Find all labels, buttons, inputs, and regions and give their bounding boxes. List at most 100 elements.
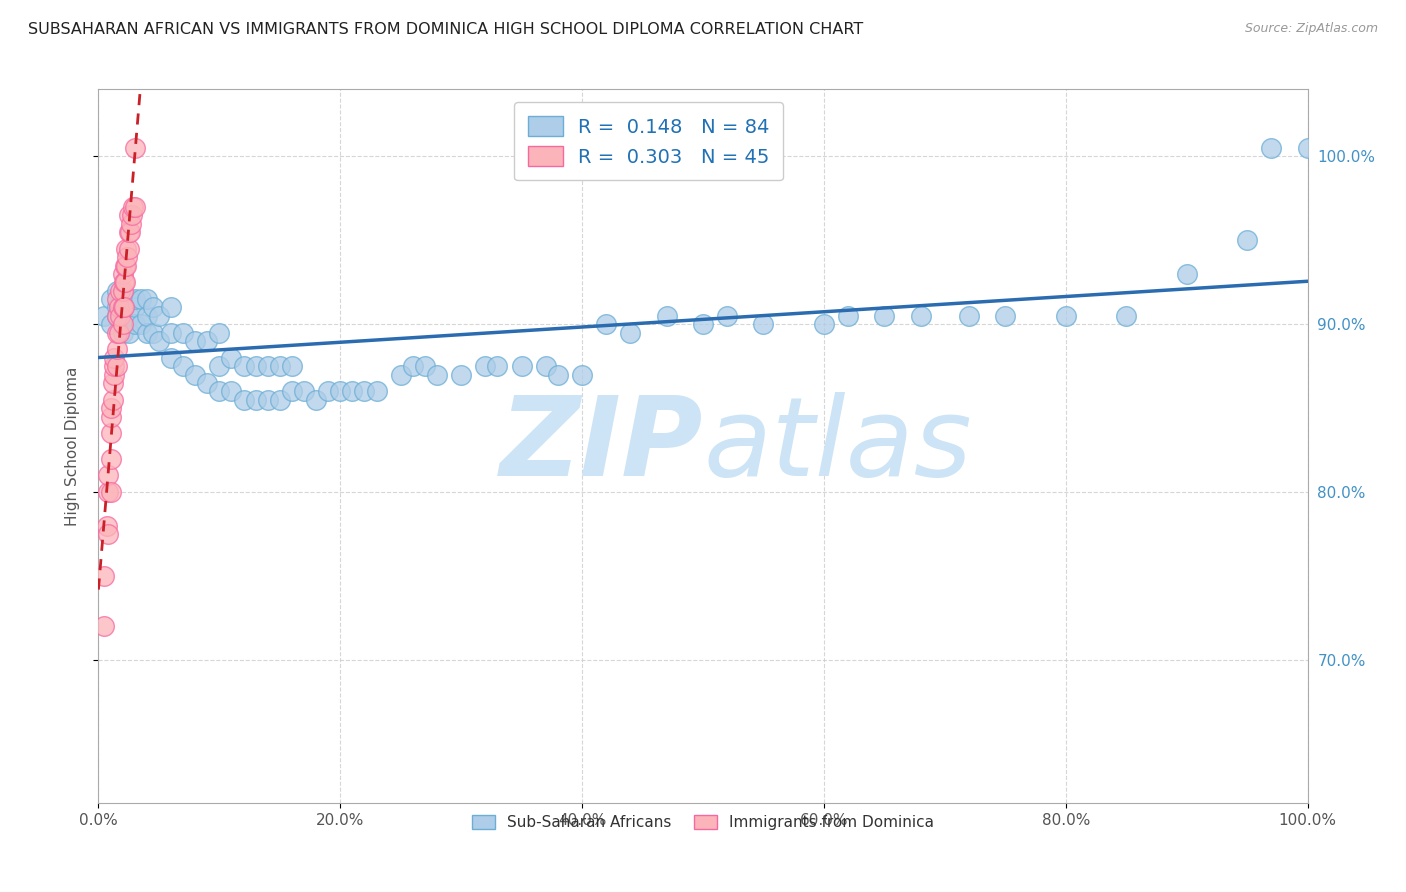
Point [292,384,315,399]
Point [105,284,128,298]
Point [160,351,183,365]
Point [118,326,141,340]
Point [115,259,138,273]
Point [108,309,131,323]
Point [112,275,135,289]
Point [105,301,128,315]
Point [124,292,146,306]
Point [426,368,449,382]
Text: Source: ZipAtlas.com: Source: ZipAtlas.com [1244,22,1378,36]
Point [100,485,122,500]
Point [957,309,980,323]
Point [1054,309,1077,323]
Point [129,292,152,306]
Point [108,284,131,298]
Point [105,309,128,323]
Point [122,200,145,214]
Text: ZIP: ZIP [499,392,703,500]
Point [474,359,496,374]
Point [120,217,142,231]
Point [111,318,134,332]
Point [534,359,557,374]
Point [135,326,157,340]
Point [269,392,291,407]
Point [195,376,218,390]
Point [245,392,267,407]
Point [366,384,388,399]
Point [124,141,146,155]
Point [389,368,412,382]
Point [1260,141,1282,155]
Point [111,284,134,298]
Legend: Sub-Saharan Africans, Immigrants from Dominica: Sub-Saharan Africans, Immigrants from Do… [464,807,942,838]
Point [118,208,141,222]
Point [256,392,278,407]
Point [101,392,124,407]
Point [114,275,136,289]
Point [1296,141,1319,155]
Point [108,326,131,340]
Point [208,359,231,374]
Point [135,292,157,306]
Point [571,368,593,382]
Point [103,368,125,382]
Point [245,359,267,374]
Point [129,318,152,332]
Point [305,392,328,407]
Point [124,318,146,332]
Point [281,359,304,374]
Point [142,326,165,340]
Point [93,619,115,633]
Point [160,301,183,315]
Point [100,451,122,466]
Point [172,359,194,374]
Point [1236,233,1258,247]
Point [221,384,243,399]
Point [97,468,120,483]
Point [329,384,352,399]
Text: SUBSAHARAN AFRICAN VS IMMIGRANTS FROM DOMINICA HIGH SCHOOL DIPLOMA CORRELATION C: SUBSAHARAN AFRICAN VS IMMIGRANTS FROM DO… [28,22,863,37]
Point [910,309,932,323]
Point [100,292,122,306]
Point [93,569,115,583]
Point [1175,267,1198,281]
Point [342,384,364,399]
Point [97,527,120,541]
Y-axis label: High School Diploma: High School Diploma [65,367,80,525]
Point [97,485,120,500]
Point [105,326,128,340]
Point [103,359,125,374]
Point [837,309,859,323]
Point [873,309,896,323]
Point [96,518,118,533]
Point [105,292,128,306]
Point [208,326,231,340]
Point [118,225,141,239]
Point [692,318,714,332]
Point [124,301,146,315]
Point [208,384,231,399]
Point [111,326,134,340]
Point [195,334,218,348]
Point [105,309,128,323]
Point [402,359,425,374]
Point [221,351,243,365]
Point [172,326,194,340]
Point [1115,309,1137,323]
Point [100,409,122,424]
Point [108,301,131,315]
Point [752,318,775,332]
Point [118,309,141,323]
Point [269,359,291,374]
Point [111,301,134,315]
Point [111,301,134,315]
Point [413,359,436,374]
Point [232,392,254,407]
Point [121,208,143,222]
Point [184,334,207,348]
Point [100,318,122,332]
Text: atlas: atlas [703,392,972,500]
Point [547,368,569,382]
Point [595,318,617,332]
Point [111,267,134,281]
